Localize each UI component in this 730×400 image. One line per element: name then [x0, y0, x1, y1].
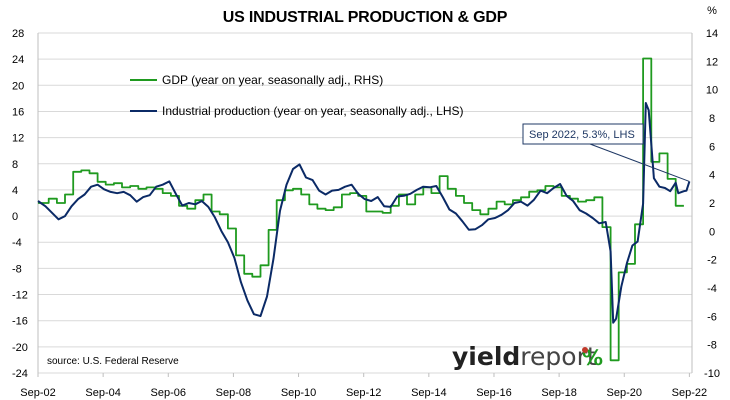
right-tick-label: 10: [706, 85, 718, 97]
right-axis-unit: %: [707, 5, 717, 17]
annotation-box: [522, 123, 644, 145]
legend: GDP (year on year, seasonally adj., RHS)…: [130, 73, 464, 118]
x-tick-label: Sep-16: [476, 387, 511, 399]
left-tick-label: 24: [12, 54, 24, 66]
series-line-gdp: [38, 57, 684, 362]
x-tick-label: Sep-20: [607, 387, 642, 399]
right-tick-label: 4: [709, 170, 715, 182]
series-layer: [37, 57, 691, 362]
chart-title: US INDUSTRIAL PRODUCTION & GDP: [222, 9, 508, 26]
left-tick-label: 0: [12, 211, 18, 223]
left-tick-label: 4: [12, 185, 18, 197]
right-tick-label: -6: [707, 311, 717, 323]
x-tick-label: Sep-06: [151, 387, 186, 399]
x-tick-label: Sep-14: [411, 387, 446, 399]
x-tick-label: Sep-10: [281, 387, 316, 399]
brand-logo: yieldreport %: [452, 342, 603, 371]
left-tick-label: -20: [12, 342, 28, 354]
right-tick-label: 2: [709, 198, 715, 210]
right-tick-label: -10: [704, 368, 720, 380]
right-tick-label: -4: [707, 283, 717, 295]
left-tick-label: -4: [12, 237, 22, 249]
x-tick-label: Sep-04: [85, 387, 120, 399]
left-tick-label: 12: [12, 133, 24, 145]
right-tick-label: 14: [706, 28, 718, 40]
left-tick-label: -24: [12, 368, 28, 380]
x-tick-label: Sep-12: [346, 387, 381, 399]
x-tick-label: Sep-22: [672, 387, 707, 399]
right-tick-label: 12: [706, 56, 718, 68]
right-tick-label: 6: [709, 141, 715, 153]
x-axis-ticks: Sep-02 Sep-04 Sep-06 Sep-08 Sep-10 Sep-12 Sep-…: [20, 373, 707, 399]
annotation-label: Sep 2022, 5.3%, LHS: [529, 129, 635, 141]
annotation-leader: [589, 143, 690, 182]
left-tick-label: 20: [12, 80, 24, 92]
brand-text: yieldreport: [452, 342, 597, 371]
left-tick-label: 16: [12, 106, 24, 118]
left-tick-label: -12: [12, 290, 28, 302]
legend-label: GDP (year on year, seasonally adj., RHS): [162, 73, 383, 87]
left-tick-label: 8: [12, 159, 18, 171]
right-axis-ticks: 14 12 10 8 6 4 2 0 -2 -4 -6 -8 -10: [704, 28, 720, 380]
right-tick-label: -8: [707, 340, 717, 352]
left-tick-label: 28: [12, 28, 24, 40]
brand-light: report: [520, 342, 597, 371]
left-tick-label: -16: [12, 316, 28, 328]
x-tick-label: Sep-18: [541, 387, 576, 399]
brand-dot: [582, 347, 588, 353]
legend-label: Industrial production (year on year, sea…: [162, 104, 464, 118]
source-note: source: U.S. Federal Reserve: [47, 356, 179, 367]
brand-bold: yield: [452, 342, 520, 371]
left-tick-label: -8: [12, 263, 22, 275]
x-tick-label: Sep-08: [216, 387, 251, 399]
left-axis-ticks: 28 24 20 16 12 8 4 0 -4 -8 -12 -16 -20 -24: [12, 28, 28, 380]
right-tick-label: 8: [709, 113, 715, 125]
x-tick-label: Sep-02: [20, 387, 55, 399]
annotation: Sep 2022, 5.3%, LHS: [522, 123, 690, 182]
brand-symbol: %: [582, 346, 603, 370]
right-tick-label: 0: [709, 226, 715, 238]
grid: [37, 32, 693, 374]
right-tick-label: -2: [707, 255, 717, 267]
series-line-industrial-production: [37, 102, 691, 324]
